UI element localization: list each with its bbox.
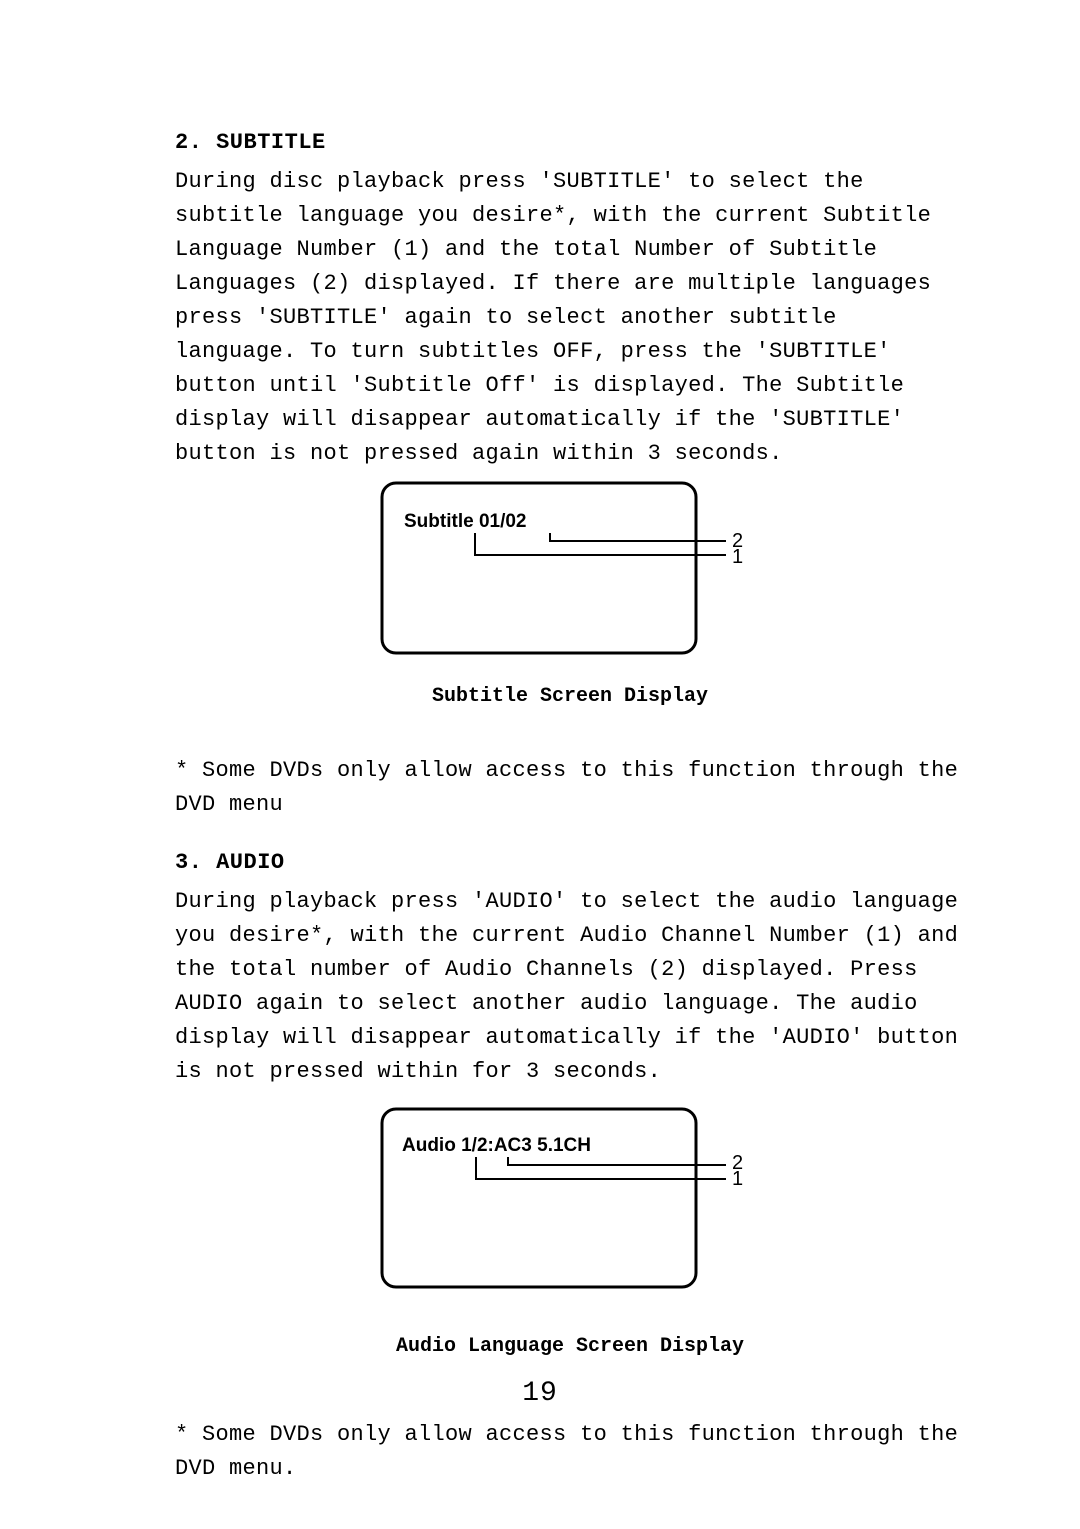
subtitle-callout-1-mark: 1 (732, 546, 743, 568)
subtitle-figure: Subtitle 01/02 2 1 (380, 481, 760, 671)
section-subtitle-body: During disc playback press 'SUBTITLE' to… (175, 165, 965, 471)
audio-figure-container: Audio 1/2:AC3 5.1CH 2 1 Audio Language S… (175, 1107, 965, 1358)
page: 2. SUBTITLE During disc playback press '… (0, 0, 1080, 1529)
subtitle-figure-container: Subtitle 01/02 2 1 Subtitle Screen Displ… (175, 481, 965, 708)
audio-diagram-svg: Audio 1/2:AC3 5.1CH 2 1 (380, 1107, 760, 1307)
page-number: 19 (0, 1378, 1080, 1409)
section-subtitle-heading: 2. SUBTITLE (175, 130, 965, 155)
section-audio-heading: 3. AUDIO (175, 850, 965, 875)
subtitle-footnote: * Some DVDs only allow access to this fu… (175, 754, 965, 822)
subtitle-figure-caption: Subtitle Screen Display (432, 685, 708, 708)
subtitle-screen-text: Subtitle 01/02 (404, 511, 527, 532)
audio-footnote: * Some DVDs only allow access to this fu… (175, 1418, 965, 1486)
subtitle-screen-rect (382, 483, 696, 653)
section-audio-body: During playback press 'AUDIO' to select … (175, 885, 965, 1089)
audio-figure: Audio 1/2:AC3 5.1CH 2 1 (380, 1107, 760, 1307)
audio-figure-caption: Audio Language Screen Display (396, 1335, 744, 1358)
audio-screen-text: Audio 1/2:AC3 5.1CH (402, 1135, 591, 1156)
audio-callout-1-mark: 1 (732, 1168, 743, 1190)
subtitle-diagram-svg: Subtitle 01/02 2 1 (380, 481, 760, 671)
